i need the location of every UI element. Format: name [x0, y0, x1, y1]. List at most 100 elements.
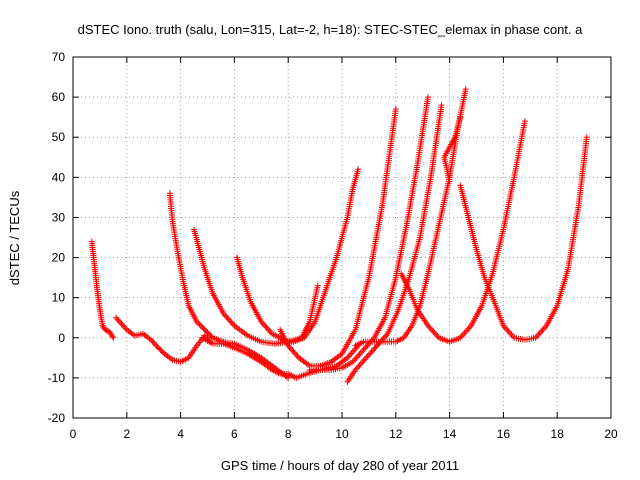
data-point	[503, 325, 510, 332]
data-point	[287, 345, 294, 352]
data-point	[207, 332, 214, 339]
data-point	[224, 315, 231, 322]
data-point	[462, 86, 469, 93]
y-tick-label: -10	[48, 371, 66, 385]
data-point	[363, 354, 370, 361]
data-point	[356, 362, 363, 369]
data-point	[539, 327, 546, 334]
data-point	[223, 313, 230, 320]
x-tick-label: 20	[604, 427, 618, 441]
data-point	[122, 325, 129, 332]
data-point	[356, 351, 363, 358]
data-point	[265, 326, 272, 333]
data-series	[441, 114, 464, 185]
data-point	[357, 349, 364, 356]
data-point	[160, 349, 167, 356]
data-point	[203, 328, 210, 335]
data-point	[464, 327, 471, 334]
data-point	[367, 350, 374, 357]
x-tick-label: 12	[389, 427, 403, 441]
data-point	[507, 330, 514, 337]
data-point	[102, 326, 109, 333]
x-tick-label: 16	[497, 427, 511, 441]
data-point	[226, 316, 233, 323]
data-point	[430, 328, 437, 335]
data-point	[505, 328, 512, 335]
data-series	[88, 238, 117, 341]
data-point	[536, 330, 543, 337]
data-point	[369, 347, 376, 354]
y-axis-title: dSTEC / TECUs	[7, 190, 22, 285]
x-tick-label: 14	[443, 427, 457, 441]
data-point	[290, 348, 297, 355]
data-point	[208, 333, 215, 340]
data-point	[376, 339, 383, 346]
data-point	[197, 322, 204, 329]
data-point	[156, 345, 163, 352]
data-point	[345, 353, 352, 360]
x-tick-label: 6	[231, 427, 238, 441]
data-point	[535, 331, 542, 338]
data-point	[521, 118, 528, 125]
data-point	[314, 282, 321, 289]
data-series	[457, 134, 590, 343]
data-point	[465, 325, 472, 332]
data-point	[504, 327, 511, 334]
data-point	[380, 335, 387, 342]
data-series	[166, 190, 292, 381]
data-point	[540, 325, 547, 332]
data-point	[425, 94, 432, 101]
y-tick-label: 60	[52, 90, 66, 104]
data-point	[260, 321, 267, 328]
data-point	[361, 345, 368, 352]
data-point	[360, 357, 367, 364]
data-point	[263, 324, 270, 331]
data-point	[110, 334, 117, 341]
data-point	[266, 327, 273, 334]
data-point	[200, 325, 207, 332]
data-point	[538, 328, 545, 335]
x-tick-label: 2	[123, 427, 130, 441]
data-point	[293, 351, 300, 358]
data-point	[121, 323, 128, 330]
data-point	[154, 344, 161, 351]
y-tick-label: 50	[52, 130, 66, 144]
y-tick-label: 0	[58, 331, 65, 345]
data-point	[291, 350, 298, 357]
data-point	[230, 321, 237, 328]
data-point	[431, 330, 438, 337]
data-point	[361, 356, 368, 363]
data-point	[508, 331, 515, 338]
x-tick-label: 0	[70, 427, 77, 441]
data-point	[365, 351, 372, 358]
data-point	[359, 348, 366, 355]
data-point	[227, 318, 234, 325]
y-tick-label: -20	[48, 411, 66, 425]
data-point	[228, 319, 235, 326]
y-tick-label: 10	[52, 291, 66, 305]
data-point	[349, 348, 356, 355]
data-point	[351, 347, 358, 354]
data-point	[364, 353, 371, 360]
data-point	[355, 352, 362, 359]
data-point	[347, 351, 354, 358]
data-point	[196, 321, 203, 328]
x-tick-label: 10	[335, 427, 349, 441]
data-point	[462, 328, 469, 335]
data-series	[306, 94, 432, 373]
data-point	[117, 319, 124, 326]
chart-title: dSTEC Iono. truth (salu, Lon=315, Lat=-2…	[78, 22, 584, 37]
x-axis-title: GPS time / hours of day 280 of year 2011	[221, 458, 459, 473]
y-tick-label: 70	[52, 50, 66, 64]
data-point	[353, 354, 360, 361]
data-point	[195, 320, 202, 327]
y-tick-label: 30	[52, 210, 66, 224]
axis-layer: 0 2 4 6 8 10 12 14 16 18 20 -20 -10 0 10 20 30 40 50 60 70	[48, 50, 618, 441]
data-point	[262, 323, 269, 330]
data-point	[201, 326, 208, 333]
data-point	[392, 106, 399, 113]
data-layer	[88, 86, 590, 385]
data-point	[438, 102, 445, 109]
data-series	[344, 102, 445, 385]
